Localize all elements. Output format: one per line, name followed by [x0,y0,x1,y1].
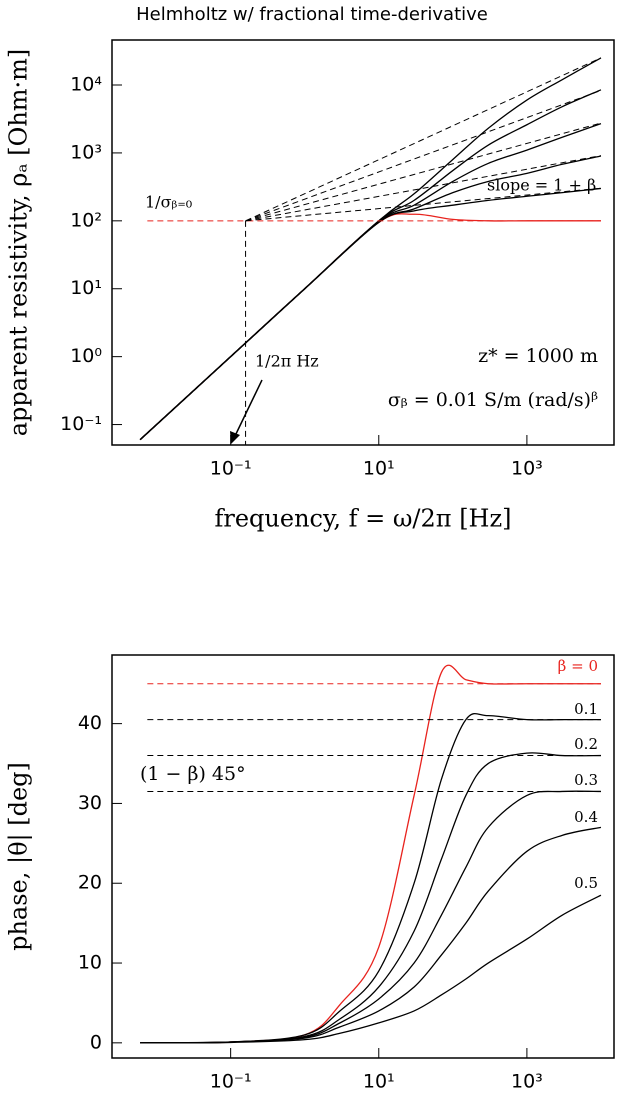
x-tick-label: 10⁻¹ [210,1071,252,1093]
y-axis-label: apparent resistivity, ρₐ [Ohm·m] [5,49,33,437]
x-axis-label: frequency, f = ω/2π [Hz] [215,505,512,533]
x-tick-label: 10³ [511,1071,543,1093]
y-tick-label: 0 [90,1031,102,1053]
x-tick-label: 10⁻¹ [210,458,252,480]
curve [140,826,602,1044]
curve [140,790,601,1044]
curve [139,57,602,441]
series-label: 0.1 [574,700,598,718]
curve [140,713,601,1044]
y-tick-label: 30 [78,792,102,814]
series-label: 0.4 [574,808,598,826]
curve [139,89,602,441]
plot-frame [111,654,615,1059]
annotation: 1/σᵦ₌₀ [145,193,192,212]
annotation: σᵦ = 0.01 S/m (rad/s)ᵝ [388,389,598,411]
annotation: z* = 1000 m [478,345,598,367]
dashed-line [245,57,602,222]
y-tick-label: 10¹ [70,277,102,299]
arrow-head [230,431,240,444]
dashed-line [245,122,602,222]
arrow [234,379,263,437]
x-tick-label: 10¹ [363,458,395,480]
y-tick-label: 10⁴ [70,74,102,96]
curve [140,752,601,1044]
annotation: 1/2π Hz [255,352,319,371]
annotation: (1 − β) 45° [140,763,246,785]
series-label: β = 0 [558,657,598,675]
chart-title: Helmholtz w/ fractional time-derivative [136,4,488,25]
y-tick-label: 10³ [70,141,102,163]
curve [140,894,602,1044]
dashed-line [245,89,602,222]
curve [140,664,601,1044]
y-axis-label: phase, |θ| [deg] [5,762,34,951]
y-tick-label: 40 [78,712,102,734]
x-tick-label: 10¹ [363,1071,395,1093]
y-tick-label: 10⁰ [70,345,102,367]
series-label: 0.3 [574,771,598,789]
series-label: 0.5 [574,874,598,892]
dashed-line [245,155,602,222]
annotation: slope = 1 + β [487,176,596,195]
x-tick-label: 10³ [511,458,543,480]
series-label: 0.2 [574,735,598,753]
y-tick-label: 10⁻¹ [60,413,102,435]
y-tick-label: 10 [78,952,102,974]
y-tick-label: 10² [70,209,102,231]
plot-frame [111,39,615,446]
y-tick-label: 20 [78,872,102,894]
